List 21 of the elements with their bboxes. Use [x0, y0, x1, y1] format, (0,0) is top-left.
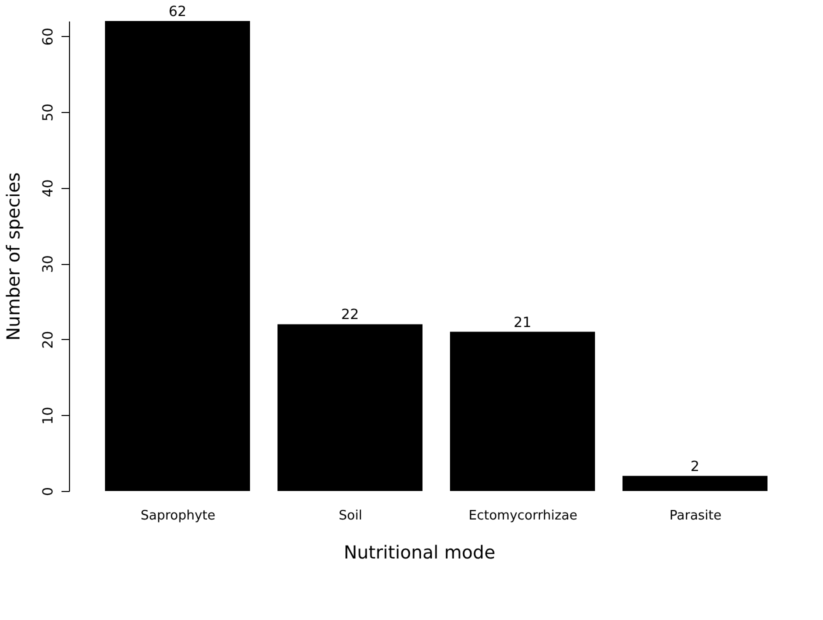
y-tick-label: 10: [40, 406, 56, 425]
bar: [450, 332, 595, 491]
x-tick-label: Ectomycorrhizae: [468, 508, 578, 524]
y-tick-label: 20: [40, 330, 56, 349]
x-axis-title: Nutritional mode: [344, 542, 496, 564]
y-tick-label: 40: [40, 179, 56, 198]
data-label: 21: [514, 314, 532, 331]
bar: [622, 476, 768, 491]
y-axis-title: Number of species: [4, 172, 24, 341]
data-label: 62: [168, 4, 186, 20]
y-tick-label: 50: [40, 104, 56, 122]
y-tick-label: 30: [40, 255, 56, 273]
data-label: 2: [690, 458, 700, 475]
x-tick-label: Soil: [338, 508, 362, 524]
bar: [278, 324, 422, 491]
data-label: 22: [341, 307, 359, 324]
x-tick-label: Parasite: [669, 508, 722, 524]
bar: [105, 21, 250, 491]
x-tick-label: Saprophyte: [140, 508, 216, 524]
y-tick-label: 60: [40, 28, 56, 46]
y-tick-label: 0: [40, 487, 56, 496]
